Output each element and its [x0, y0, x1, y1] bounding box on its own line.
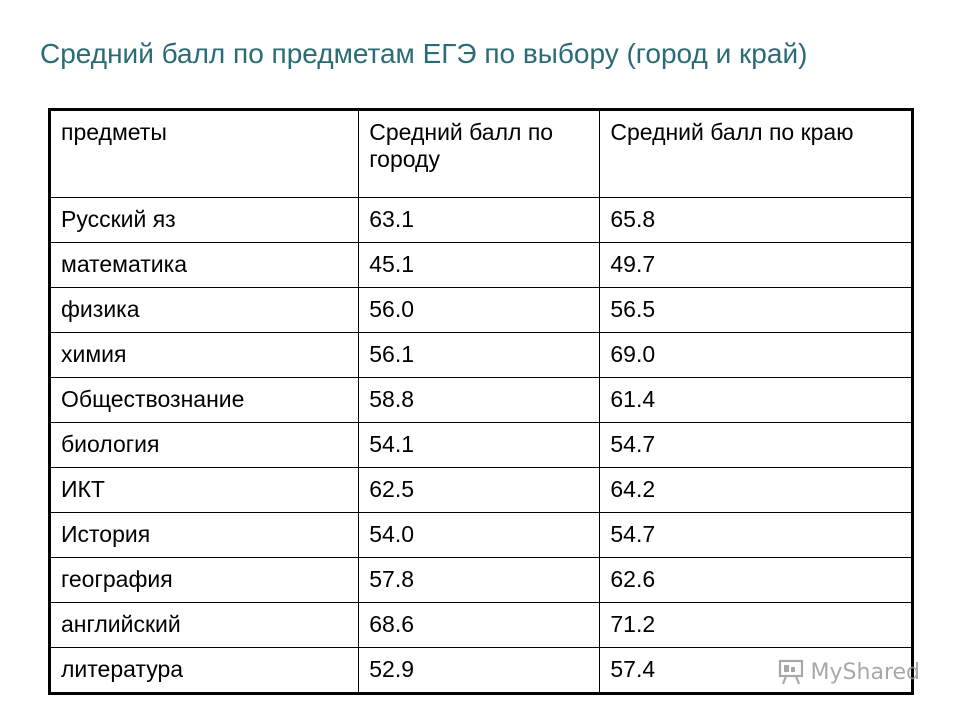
city-average-cell: 62.5 [358, 467, 601, 513]
table-row: математика 45.1 49.7 [48, 242, 913, 288]
table-row: география 57.8 62.6 [48, 557, 913, 603]
presentation-board-icon [777, 658, 805, 686]
scores-table: предметы Средний балл по городу Средний … [48, 108, 914, 695]
city-average-cell: 68.6 [358, 602, 601, 648]
table-row: физика 56.0 56.5 [48, 287, 913, 333]
region-average-cell: 69.0 [599, 332, 913, 378]
city-average-cell: 58.8 [358, 377, 601, 423]
region-average-cell: 65.8 [599, 197, 913, 243]
subject-cell: английский [48, 602, 360, 648]
column-header-subject: предметы [48, 109, 360, 198]
watermark: MyShared [777, 658, 920, 686]
subject-cell: Обществознание [48, 377, 360, 423]
region-average-cell: 61.4 [599, 377, 913, 423]
table-row: ИКТ 62.5 64.2 [48, 467, 913, 513]
region-average-cell: 54.7 [599, 512, 913, 558]
subject-cell: литература [48, 647, 360, 694]
city-average-cell: 45.1 [358, 242, 601, 288]
column-header-region-average: Средний балл по краю [599, 109, 913, 198]
table-row: биология 54.1 54.7 [48, 422, 913, 468]
table-header-row: предметы Средний балл по городу Средний … [48, 109, 913, 198]
table-row: История 54.0 54.7 [48, 512, 913, 558]
subject-cell: физика [48, 287, 360, 333]
subject-cell: химия [48, 332, 360, 378]
city-average-cell: 56.1 [358, 332, 601, 378]
table-row: химия 56.1 69.0 [48, 332, 913, 378]
subject-cell: математика [48, 242, 360, 288]
table-row: литература 52.9 57.4 [48, 647, 913, 694]
region-average-cell: 54.7 [599, 422, 913, 468]
watermark-text: MyShared [810, 659, 920, 685]
city-average-cell: 54.1 [358, 422, 601, 468]
city-average-cell: 54.0 [358, 512, 601, 558]
region-average-cell: 49.7 [599, 242, 913, 288]
region-average-cell: 57.4 [599, 647, 913, 694]
subject-cell: ИКТ [48, 467, 360, 513]
region-average-cell: 71.2 [599, 602, 913, 648]
subject-cell: география [48, 557, 360, 603]
column-header-city-average: Средний балл по городу [358, 109, 601, 198]
region-average-cell: 64.2 [599, 467, 913, 513]
table-row: Обществознание 58.8 61.4 [48, 377, 913, 423]
city-average-cell: 52.9 [358, 647, 601, 694]
region-average-cell: 62.6 [599, 557, 913, 603]
table-row: английский 68.6 71.2 [48, 602, 913, 648]
city-average-cell: 56.0 [358, 287, 601, 333]
region-average-cell: 56.5 [599, 287, 913, 333]
city-average-cell: 63.1 [358, 197, 601, 243]
subject-cell: История [48, 512, 360, 558]
subject-cell: Русский яз [48, 197, 360, 243]
table-row: Русский яз 63.1 65.8 [48, 197, 913, 243]
city-average-cell: 57.8 [358, 557, 601, 603]
page-title: Средний балл по предметам ЕГЭ по выбору … [40, 38, 808, 69]
subject-cell: биология [48, 422, 360, 468]
